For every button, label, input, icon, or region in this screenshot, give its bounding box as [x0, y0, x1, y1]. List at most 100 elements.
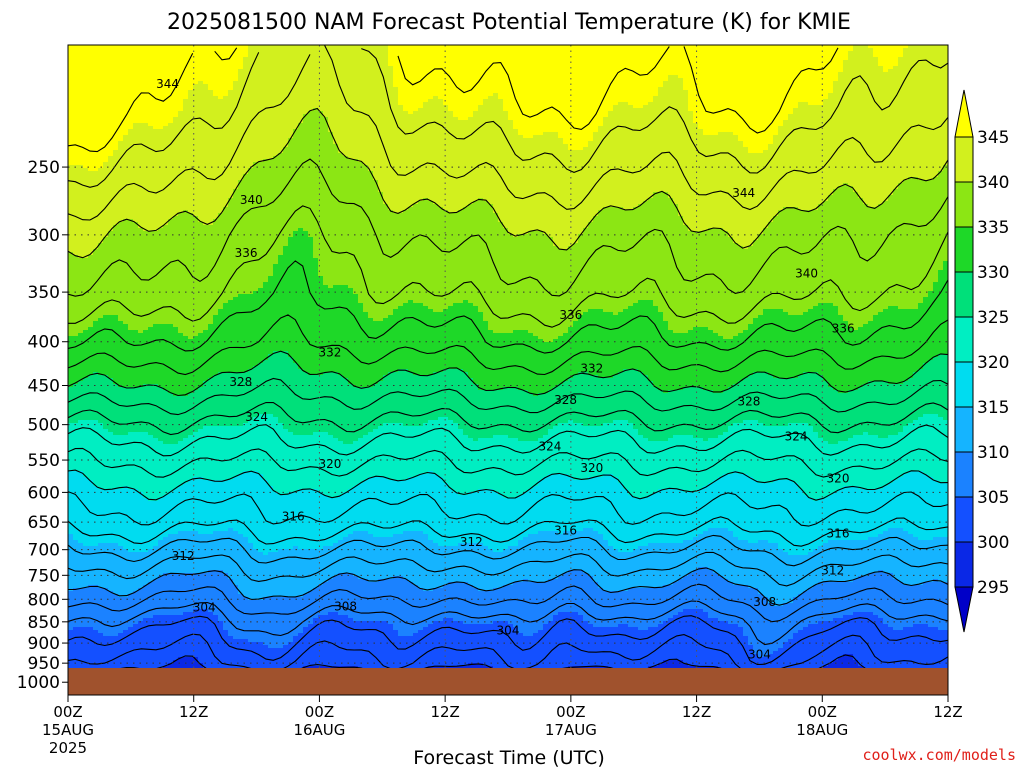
y-tick-label: 600 [28, 483, 60, 503]
colorbar-label: 335 [977, 218, 1009, 238]
contour-line-328 [68, 377, 948, 416]
contour-label: 304 [748, 647, 771, 661]
contour-label: 312 [821, 563, 844, 577]
contour-line-320 [68, 469, 948, 501]
contour-line-306 [68, 600, 948, 646]
colorbar-label: 305 [977, 488, 1009, 508]
contour-line-300 [120, 654, 866, 668]
contour-line-346 [68, 46, 839, 153]
contour-label: 312 [460, 535, 483, 549]
x-tick-label: 12Z [933, 703, 962, 721]
contour-line-310 [68, 567, 948, 606]
x-tick-label: 00Z [305, 703, 334, 721]
colorbar-label: 295 [977, 578, 1009, 598]
contour-line-312 [68, 551, 948, 587]
contour-line-302 [68, 633, 948, 668]
x-tick-label: 12Z [682, 703, 711, 721]
x-tick-year: 2025 [49, 739, 87, 757]
contour-label: 344 [156, 77, 179, 91]
contour-label: 308 [334, 600, 357, 614]
x-tick-label: 12Z [179, 703, 208, 721]
x-axis-label: Forecast Time (UTC) [413, 747, 604, 768]
colorbar-under-triangle [954, 586, 974, 633]
y-tick-label: 400 [28, 333, 60, 353]
chart-title: 2025081500 NAM Forecast Potential Temper… [167, 10, 851, 35]
plot-area: 344 344 340 340 336 336 336 332 332 328 328 328 324 3… [67, 44, 949, 696]
contour-lines [68, 45, 948, 668]
contour-label: 316 [554, 524, 577, 538]
colorbar-swatch [954, 136, 974, 183]
colorbar-label: 325 [977, 308, 1009, 328]
contour-label: 324 [538, 439, 561, 453]
colorbar-label: 300 [977, 533, 1009, 553]
contour-line-338 [68, 158, 948, 297]
contour-line-318 [68, 491, 948, 527]
y-tick-label: 800 [28, 590, 60, 610]
colorbar-label: 330 [977, 263, 1009, 283]
contour-label: 316 [827, 526, 850, 540]
colorbar: 295 300 305 310 315 320 325 330 335 340 345 [954, 89, 1009, 633]
colorbar-label: 345 [977, 128, 1009, 148]
contour-line-344 [68, 48, 948, 188]
contour-line-332 [68, 314, 948, 376]
x-tick-label: 00Z [53, 703, 82, 721]
contour-line-330 [68, 350, 948, 397]
colorbar-swatch [954, 181, 974, 228]
plot-frame [67, 44, 949, 696]
contour-line-334 [68, 260, 948, 354]
surface-ground [68, 668, 948, 695]
contour-label: 328 [554, 393, 577, 407]
x-tick-date: 17AUG [545, 721, 597, 739]
contour-line-304 [68, 615, 948, 666]
y-tick-label: 950 [28, 654, 60, 674]
y-tick-label: 300 [28, 226, 60, 246]
contour-label: 344 [732, 186, 755, 200]
contour-line-308 [68, 583, 948, 623]
contour-label: 320 [318, 457, 341, 471]
y-tick-label: 650 [28, 513, 60, 533]
colorbar-swatch [954, 271, 974, 318]
contour-line-336 [68, 205, 948, 328]
y-tick-label: 700 [28, 541, 60, 561]
contour-label: 308 [753, 595, 776, 609]
x-tick-label: 00Z [808, 703, 837, 721]
y-tick-label: 250 [28, 158, 60, 178]
contour-label: 328 [229, 375, 252, 389]
colorbar-label: 315 [977, 398, 1009, 418]
colorbar-swatch [954, 496, 974, 543]
y-tick-label: 1000 [17, 673, 60, 693]
colorbar-label: 340 [977, 173, 1009, 193]
x-tick-label: 12Z [430, 703, 459, 721]
filled-contour-bands [68, 45, 948, 668]
colorbar-swatch [954, 226, 974, 273]
contour-label: 340 [240, 193, 263, 207]
contour-line-314 [68, 534, 948, 567]
y-tick-label: 550 [28, 451, 60, 471]
colorbar-label: 310 [977, 443, 1009, 463]
contour-line-322 [68, 447, 948, 478]
contour-labels: 344 344 340 340 336 336 336 332 332 328 328 328 324 3… [156, 77, 855, 661]
contour-line-316 [68, 516, 948, 547]
contour-label: 336 [235, 246, 258, 260]
contour-label: 340 [795, 267, 818, 281]
x-tick-date: 18AUG [796, 721, 848, 739]
y-axis: 2503003504004505005506006507007508008509… [17, 158, 68, 693]
contour-line-324 [68, 424, 948, 457]
colorbar-swatch [954, 451, 974, 498]
contour-label: 336 [832, 321, 855, 335]
contour-label: 324 [245, 410, 268, 424]
y-tick-label: 500 [28, 416, 60, 436]
x-tick-date: 15AUG [42, 721, 94, 739]
contour-label: 328 [737, 395, 760, 409]
y-tick-label: 450 [28, 376, 60, 396]
colorbar-swatch [954, 406, 974, 453]
contour-line-326 [68, 401, 948, 436]
y-tick-label: 850 [28, 613, 60, 633]
contour-label: 312 [172, 549, 195, 563]
contour-label: 324 [785, 429, 808, 443]
contour-label: 316 [282, 509, 305, 523]
contour-label: 304 [193, 601, 216, 615]
y-tick-label: 750 [28, 566, 60, 586]
colorbar-swatch [954, 361, 974, 408]
colorbar-label: 320 [977, 353, 1009, 373]
